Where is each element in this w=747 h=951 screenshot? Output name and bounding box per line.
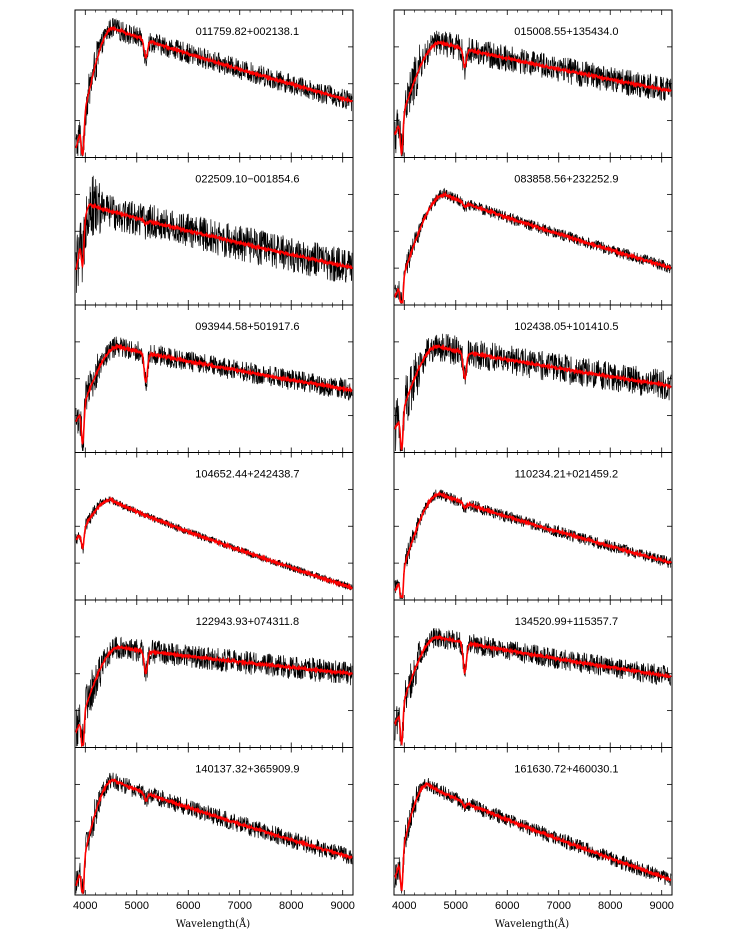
model-spectrum bbox=[75, 644, 353, 748]
panel-title: 104652.44+242438.7 bbox=[195, 469, 299, 481]
panel-title: 083858.56+232252.9 bbox=[514, 174, 618, 186]
observed-spectrum bbox=[394, 627, 672, 747]
observed-spectrum bbox=[394, 333, 672, 452]
observed-spectrum bbox=[75, 772, 353, 894]
spectrum-panel-2: 015008.55+135434.0 bbox=[393, 9, 673, 158]
x-axis-label-right: Wavelength(Å) bbox=[495, 918, 569, 930]
x-tick-label: 5000 bbox=[444, 900, 468, 912]
x-tick-label: 7000 bbox=[546, 900, 570, 912]
x-tick-label: 5000 bbox=[125, 900, 149, 912]
spectrum-panel-8: 110234.21+021459.2 bbox=[393, 452, 673, 601]
x-tick-label: 8000 bbox=[279, 900, 303, 912]
spectrum-panel-5: 093944.58+501917.6 bbox=[74, 304, 354, 453]
spectrum-panel-12: 4000 5000 6000 7000 8000 9000 161630.72+460030… bbox=[392, 747, 674, 912]
panel-grid: 011759.82+002138.1 015008.55+135434.0 0225… bbox=[73, 9, 674, 912]
observed-spectrum bbox=[75, 336, 353, 452]
panel-title: 022509.10−001854.6 bbox=[195, 174, 299, 186]
model-spectrum bbox=[75, 25, 353, 156]
panel-title: 110234.21+021459.2 bbox=[515, 469, 619, 481]
observed-spectrum bbox=[75, 175, 353, 293]
spectrum-panel-6: 102438.05+101410.5 bbox=[393, 304, 673, 453]
observed-spectrum bbox=[394, 187, 672, 304]
x-tick-label: 4000 bbox=[392, 900, 416, 912]
x-tick-label: 7000 bbox=[227, 900, 251, 912]
model-spectrum bbox=[394, 633, 672, 747]
panel-title: 161630.72+460030.1 bbox=[514, 764, 618, 776]
panel-title: 140137.32+365909.9 bbox=[195, 764, 299, 776]
x-tick-label: 9000 bbox=[649, 900, 673, 912]
panel-title: 102438.05+101410.5 bbox=[514, 321, 618, 333]
spectrum-panel-4: 083858.56+232252.9 bbox=[393, 157, 673, 306]
spectrum-panel-11: 4000 5000 6000 7000 8000 9000 140137.32+365909… bbox=[73, 747, 355, 912]
x-tick-label: 4000 bbox=[73, 900, 97, 912]
x-tick-label: 8000 bbox=[598, 900, 622, 912]
spectrum-panel-9: 122943.93+074311.8 bbox=[74, 599, 354, 748]
panel-title: 015008.55+135434.0 bbox=[514, 26, 618, 38]
panel-title: 134520.99+115357.7 bbox=[515, 616, 619, 628]
model-spectrum bbox=[394, 190, 672, 305]
model-spectrum bbox=[75, 496, 353, 591]
spectrum-panel-7: 104652.44+242438.7 bbox=[74, 452, 354, 601]
spectrum-panel-10: 134520.99+115357.7 bbox=[393, 599, 673, 748]
model-spectrum bbox=[394, 343, 672, 451]
observed-spectrum bbox=[394, 489, 672, 599]
model-spectrum bbox=[75, 342, 353, 446]
x-axis-label-left: Wavelength(Å) bbox=[176, 918, 250, 930]
model-spectrum bbox=[75, 202, 353, 271]
model-spectrum bbox=[394, 490, 672, 599]
x-tick-label: 9000 bbox=[330, 900, 354, 912]
observed-spectrum bbox=[394, 30, 672, 157]
panel-title: 093944.58+501917.6 bbox=[195, 321, 299, 333]
x-tick-label: 6000 bbox=[176, 900, 200, 912]
observed-spectrum bbox=[394, 778, 672, 894]
spectrum-panel-3: 022509.10−001854.6 bbox=[74, 157, 354, 306]
observed-spectrum bbox=[75, 636, 353, 747]
panel-title: 122943.93+074311.8 bbox=[196, 616, 300, 628]
observed-spectrum bbox=[75, 496, 353, 591]
x-tick-label: 6000 bbox=[495, 900, 519, 912]
model-spectrum bbox=[394, 781, 672, 892]
model-spectrum bbox=[75, 778, 353, 895]
panel-title: 011759.82+002138.1 bbox=[196, 26, 300, 38]
model-spectrum bbox=[394, 39, 672, 156]
observed-spectrum bbox=[75, 18, 353, 157]
spectrum-panel-1: 011759.82+002138.1 bbox=[74, 9, 354, 158]
